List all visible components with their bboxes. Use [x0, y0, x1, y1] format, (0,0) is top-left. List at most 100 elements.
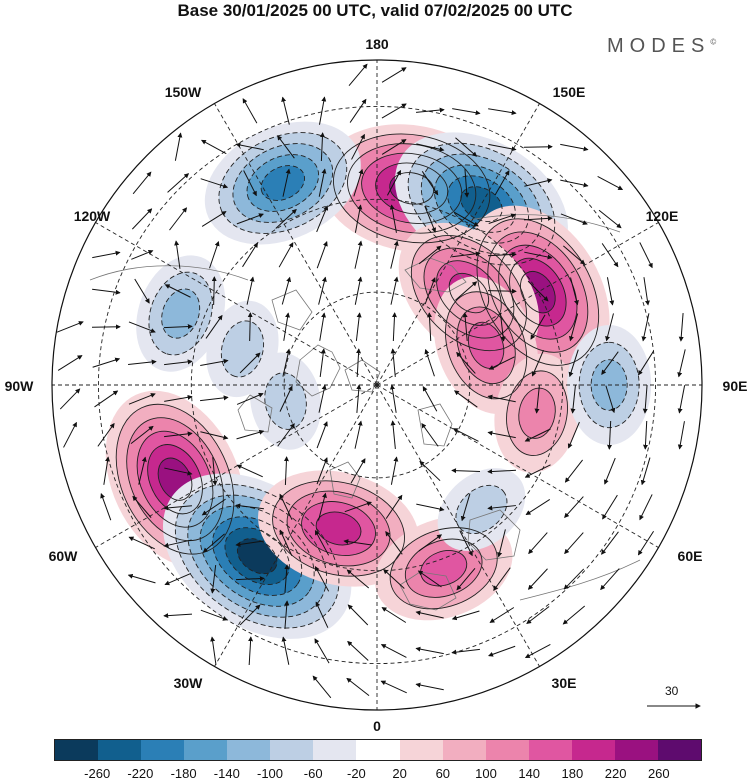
wind-arrow: [421, 171, 439, 196]
wind-arrow: [643, 277, 650, 306]
wind-arrow: [63, 421, 77, 448]
wind-arrow: [316, 241, 328, 269]
wind-arrow: [380, 680, 407, 694]
wind-arrow: [560, 179, 589, 188]
wind-arrow: [391, 312, 397, 342]
anomaly-shading: [316, 511, 361, 546]
wind-arrow: [381, 607, 407, 623]
height-contour: [361, 152, 463, 224]
wind-arrow: [355, 312, 362, 341]
wind-arrow: [201, 211, 227, 227]
height-contour: [199, 505, 315, 607]
wind-arrow: [319, 312, 327, 341]
reference-vector-label: 30: [665, 684, 679, 698]
wind-arrow: [211, 276, 217, 306]
wind-arrow: [487, 394, 516, 403]
wind-arrow: [316, 205, 329, 233]
wind-arrow: [127, 573, 156, 584]
wind-arrow: [282, 348, 291, 377]
colorbar-tick-label: -140: [213, 766, 240, 781]
meridian-line: [214, 103, 378, 386]
anomaly-shading: [468, 322, 504, 369]
wind-arrow: [451, 648, 480, 655]
wind-arrow: [524, 464, 551, 478]
wind-arrow: [460, 493, 471, 522]
wind-arrow: [248, 636, 254, 666]
wind-arrow: [275, 208, 297, 229]
wind-arrow: [167, 173, 190, 193]
wind-arrow: [605, 313, 614, 342]
wind-arrow: [456, 351, 476, 374]
wind-arrow: [569, 313, 579, 342]
wind-arrow: [597, 175, 624, 191]
meridian-line: [376, 384, 540, 667]
wind-arrow: [346, 677, 370, 696]
page-title: Base 30/01/2025 00 UTC, valid 07/02/2025…: [177, 1, 573, 20]
wind-arrow: [284, 600, 290, 629]
wind-arrow: [200, 431, 229, 440]
wind-arrow: [348, 63, 368, 87]
wind-arrow: [568, 349, 579, 378]
wind-arrow: [488, 645, 516, 657]
wind-arrow: [560, 143, 589, 152]
wind-arrow: [318, 168, 327, 197]
height-contour: [174, 483, 340, 629]
meridian-line: [214, 384, 378, 667]
wind-arrow: [247, 312, 253, 342]
wind-arrow: [236, 213, 264, 225]
wind-arrow: [128, 359, 157, 365]
wind-arrow: [390, 420, 396, 449]
map-boundary: [51, 59, 703, 711]
colorbar-segment: [356, 740, 400, 760]
wind-arrow: [164, 359, 193, 366]
wind-arrow: [164, 284, 191, 298]
height-contour: [448, 272, 490, 314]
colorbar-segment: [657, 740, 701, 760]
anomaly-shading: [237, 538, 277, 574]
wind-arrow: [319, 132, 325, 162]
wind-arrow: [242, 98, 258, 124]
wind-arrow: [531, 349, 544, 377]
wind-arrow: [200, 178, 229, 189]
wind-arrow: [488, 213, 517, 224]
label-0: 0: [373, 718, 381, 734]
label-90e: 90E: [723, 378, 748, 394]
wind-arrow: [416, 107, 445, 113]
wind-arrow: [605, 385, 616, 414]
colorbar-tick-label: 220: [604, 766, 627, 781]
wind-arrow: [499, 313, 506, 342]
height-contour: [147, 444, 203, 515]
wind-arrow: [488, 143, 517, 152]
wind-arrow: [678, 313, 684, 342]
wind-arrow: [92, 357, 121, 368]
wind-arrow: [100, 493, 112, 521]
wind-arrow: [489, 607, 515, 623]
colorbar-tick-label: 260: [647, 766, 670, 781]
wind-arrow: [212, 457, 218, 486]
height-contour: [286, 490, 391, 567]
wind-arrow: [452, 108, 481, 116]
wind-arrow: [131, 249, 154, 260]
wind-arrow: [281, 636, 290, 665]
wind-arrow: [424, 277, 436, 305]
wind-arrow: [319, 348, 326, 377]
anomaly-shading: [420, 550, 467, 586]
colorbar-tick-label: 180: [561, 766, 584, 781]
wind-arrow: [464, 169, 470, 198]
height-contour: [420, 550, 468, 587]
colorbar-segment: [227, 740, 271, 760]
wind-vectors: [56, 63, 686, 699]
height-contour: [404, 538, 483, 598]
wind-arrow: [534, 385, 540, 414]
wind-arrow: [601, 243, 619, 268]
colorbar-segment: [184, 740, 228, 760]
height-contour: [455, 484, 508, 535]
colorbar-tick-label: -20: [346, 766, 366, 781]
wind-arrow: [201, 498, 226, 516]
wind-arrow: [385, 494, 403, 519]
colorbar-segment: [98, 740, 142, 760]
height-contour: [436, 260, 502, 326]
wind-arrow: [570, 385, 576, 414]
colorbar-segment: [55, 740, 99, 760]
